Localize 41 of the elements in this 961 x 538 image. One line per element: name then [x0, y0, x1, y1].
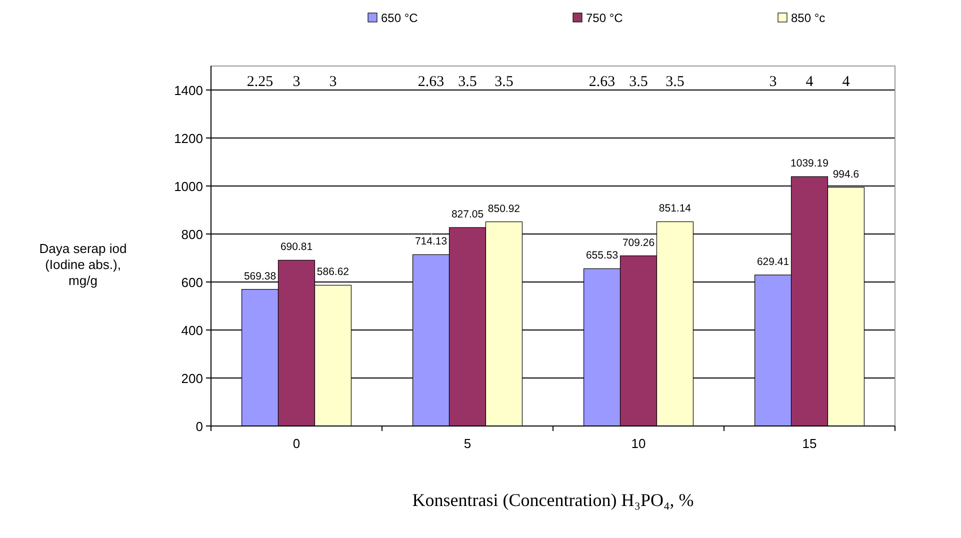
annotation: 2.25 — [246, 74, 274, 90]
annotation: 3 — [769, 74, 777, 90]
y-tick-label: 0 — [196, 419, 203, 434]
x-tick-label: 10 — [631, 436, 646, 451]
annotation: 3.5 — [666, 74, 684, 90]
y-tick-label: 1400 — [174, 83, 203, 98]
annotation: 3 — [329, 74, 337, 90]
data-label: 850.92 — [488, 202, 520, 215]
data-label: 994.6 — [832, 168, 860, 180]
data-label: 714.13 — [414, 236, 448, 248]
annotation: 3 — [292, 74, 300, 90]
x-tick-label: 0 — [292, 436, 300, 451]
data-label: 586.62 — [316, 266, 350, 278]
x-tick-label: 15 — [802, 436, 817, 451]
data-label: 629.41 — [756, 256, 790, 268]
data-label: 709.26 — [622, 236, 655, 249]
data-label: 851.14 — [658, 202, 692, 215]
annotation: 4 — [842, 74, 850, 90]
y-tick-label: 1000 — [174, 179, 203, 194]
data-label: 1039.19 — [790, 158, 829, 170]
y-tick-label: 200 — [181, 371, 203, 386]
data-label: 655.53 — [586, 250, 618, 262]
annotation: 3.5 — [629, 74, 648, 90]
y-axis-title: Daya serap iod (Iodine abs.), mg/g — [39, 241, 127, 288]
x-axis-title: Konsentrasi (Concentration) H₃PO₄, % — [412, 490, 694, 510]
annotation: 4 — [806, 74, 814, 90]
legend-label: 850 °c — [791, 11, 826, 25]
x-tick-label: 5 — [464, 436, 472, 451]
legend-label: 750 °C — [586, 11, 624, 25]
y-tick-label: 600 — [181, 275, 203, 290]
annotation: 2.63 — [418, 74, 444, 90]
y-tick-label: 800 — [181, 227, 203, 242]
y-tick-label: 400 — [181, 323, 203, 338]
annotation: 2.63 — [588, 74, 616, 90]
annotation: 3.5 — [458, 74, 477, 90]
data-label: 827.05 — [451, 208, 484, 221]
annotation: 3.5 — [494, 74, 514, 90]
data-label: 569.38 — [244, 270, 276, 282]
data-label: 690.81 — [280, 241, 313, 254]
legend-label: 650 °C — [381, 11, 418, 25]
y-tick-label: 1200 — [174, 131, 203, 146]
